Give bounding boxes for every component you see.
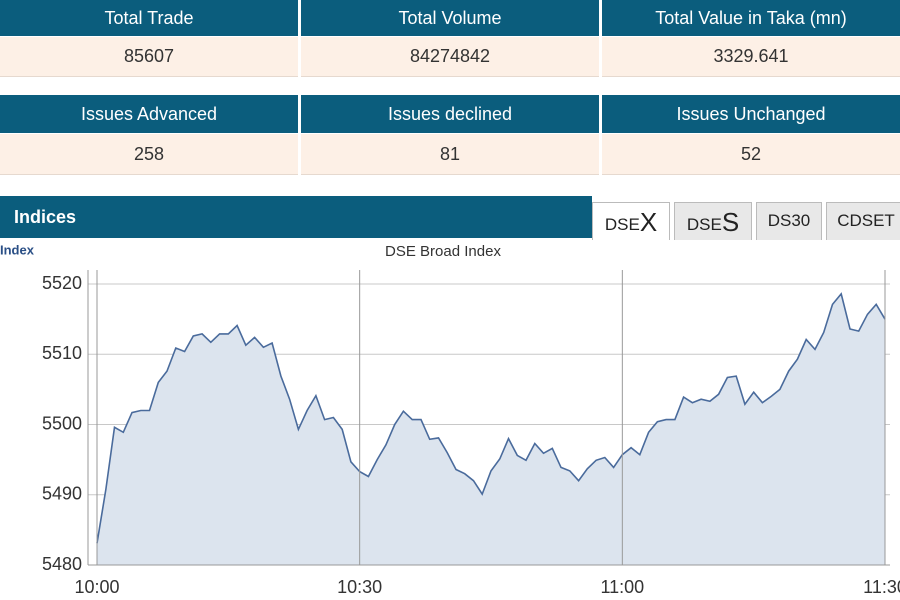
indices-bar: Indices <box>0 196 592 238</box>
header-cell: Issues declined <box>301 95 599 133</box>
x-tick-label: 11:30 <box>863 577 900 597</box>
y-tick-label: 5520 <box>42 273 82 293</box>
header-cell: Total Volume <box>301 0 599 36</box>
tab-text: X <box>639 207 658 237</box>
y-tick-label: 5510 <box>42 343 82 363</box>
table-header: Issues Advanced Issues declined Issues U… <box>0 95 900 133</box>
value-cell: 52 <box>602 134 900 175</box>
header-cell: Issues Advanced <box>0 95 298 133</box>
tab[interactable]: DS30 <box>756 202 822 240</box>
value-cell: 84274842 <box>301 37 599 77</box>
header-cell: Total Trade <box>0 0 298 36</box>
chart-title: DSE Broad Index <box>385 243 501 260</box>
y-tick-label: 5480 <box>42 554 82 574</box>
header-cell: Total Value in Taka (mn) <box>602 0 900 36</box>
value-cell: 85607 <box>0 37 298 77</box>
y-tick-label: 5500 <box>42 413 82 433</box>
line <box>96 292 886 544</box>
y-axis-label: Index <box>0 242 35 257</box>
tab-text: CDSET <box>837 211 895 230</box>
value-cell: 81 <box>301 134 599 175</box>
table-row: 258 81 52 <box>0 134 900 175</box>
value-cell: 258 <box>0 134 298 175</box>
tab-text: DSE <box>604 215 640 234</box>
indices-title: Indices <box>14 207 77 227</box>
tab[interactable]: DSE S <box>674 202 752 240</box>
tab[interactable]: DSE X <box>592 202 670 240</box>
x-tick-label: 10:30 <box>337 577 382 597</box>
table-row: 85607 84274842 3329.641 <box>0 37 900 77</box>
area <box>97 293 885 565</box>
tab-text: S <box>721 207 740 237</box>
tab[interactable]: CDSET <box>826 202 900 240</box>
y-tick-label: 5490 <box>42 484 82 504</box>
header-cell: Issues Unchanged <box>602 95 900 133</box>
tab-text: DSE <box>686 215 722 234</box>
x-tick-label: 11:00 <box>600 577 644 597</box>
tab-text: DS30 <box>767 211 811 230</box>
table-header: Total Trade Total Volume Total Value in … <box>0 0 900 36</box>
x-tick-label: 10:00 <box>74 577 119 597</box>
value-cell: 3329.641 <box>602 37 900 77</box>
